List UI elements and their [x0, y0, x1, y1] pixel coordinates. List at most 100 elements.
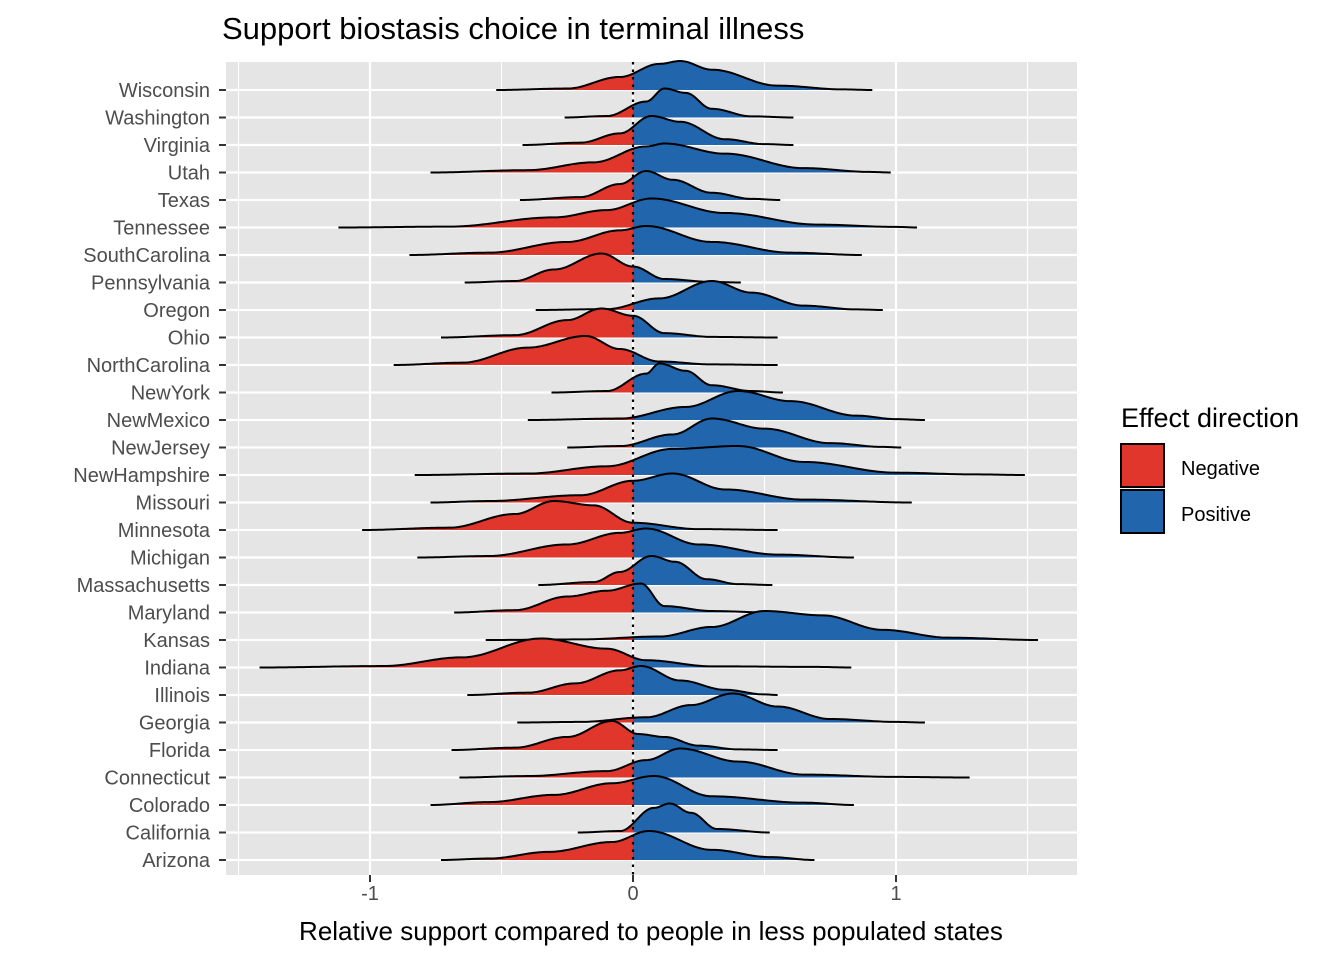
- ridge-SouthCarolina: [409, 225, 862, 256]
- ridge-outline: [564, 87, 794, 119]
- ridge-Connecticut: [459, 747, 970, 779]
- x-tick-label: -1: [361, 883, 379, 905]
- ridge-Virginia: [522, 114, 794, 146]
- ridge-fill-negative: [430, 480, 633, 503]
- y-axis-ticks: Arizona California Colorado Connecticut Flor…: [73, 80, 226, 872]
- legend-title: Effect direction: [1121, 403, 1299, 433]
- ridge-outline: [362, 500, 778, 531]
- ridge-outline: [459, 747, 970, 779]
- ridge-Utah: [430, 142, 891, 174]
- ridge-fill-negative: [551, 378, 633, 393]
- y-tick-label: Pennsylvania: [91, 273, 211, 295]
- x-axis-label: Relative support compared to people in l…: [299, 916, 1003, 946]
- ridge-fill-negative: [538, 566, 633, 585]
- y-tick-label: NewYork: [131, 383, 211, 405]
- ridge-fill-negative: [362, 501, 633, 530]
- ridge-fill-negative: [441, 308, 633, 338]
- ridge-fill-positive: [633, 143, 891, 173]
- ridge-Michigan: [417, 527, 854, 559]
- ridge-outline: [538, 554, 773, 586]
- ridge-fill-positive: [633, 363, 783, 393]
- y-tick-label: Utah: [168, 163, 210, 185]
- ridge-outline: [430, 142, 891, 174]
- ridge-Tennessee: [338, 197, 918, 229]
- ridge-Maryland: [454, 582, 770, 614]
- y-tick-label: NewMexico: [107, 410, 210, 432]
- y-tick-label: Illinois: [154, 685, 210, 707]
- y-tick-label: Washington: [105, 108, 210, 130]
- y-tick-label: Indiana: [144, 658, 210, 680]
- ridge-fill-negative: [441, 835, 633, 860]
- y-tick-label: Colorado: [129, 795, 210, 817]
- ridge-fill-negative: [451, 721, 633, 750]
- ridge-NewJersey: [567, 417, 902, 449]
- y-tick-label: Arizona: [142, 850, 211, 872]
- ridge-Missouri: [430, 472, 912, 504]
- ridge-fill-negative: [338, 202, 633, 228]
- ridge-NorthCarolina: [393, 334, 778, 366]
- y-tick-label: Tennessee: [113, 218, 210, 240]
- ridge-outline: [454, 582, 770, 614]
- ridge-outline: [496, 59, 873, 91]
- ridge-Texas: [519, 169, 781, 201]
- y-tick-label: Michigan: [130, 548, 210, 570]
- y-tick-label: Oregon: [143, 300, 210, 322]
- ridge-fill-positive: [633, 418, 902, 448]
- ridge-Indiana: [259, 637, 852, 669]
- ridge-outline: [393, 334, 778, 366]
- y-tick-label: Minnesota: [118, 520, 211, 542]
- ridge-Pennsylvania: [464, 252, 741, 284]
- legend-label-negative: Negative: [1181, 458, 1260, 480]
- y-tick-label: Missouri: [136, 493, 210, 515]
- ridge-fill-positive: [633, 473, 912, 503]
- y-tick-label: Maryland: [128, 603, 210, 625]
- ridge-fill-positive: [633, 61, 873, 90]
- ridge-fill-positive: [633, 803, 770, 833]
- ridge-fill-negative: [430, 779, 633, 805]
- ridge-Kansas: [485, 609, 1039, 641]
- chart-title: Support biostasis choice in terminal ill…: [222, 11, 804, 46]
- ridge-outline: [464, 252, 741, 284]
- ridge-fill-negative: [496, 73, 633, 90]
- ridge-Colorado: [430, 775, 854, 806]
- ridge-fill-negative: [409, 228, 633, 255]
- ridge-outline: [409, 225, 862, 256]
- ridge-fill-positive: [633, 776, 854, 805]
- ridge-fill-negative: [430, 148, 633, 173]
- y-tick-label: Virginia: [144, 135, 211, 157]
- ridge-fill-negative: [393, 336, 633, 365]
- ridge-outline: [430, 775, 854, 806]
- ridge-fill-positive: [633, 116, 794, 145]
- ridge-Wisconsin: [496, 59, 873, 91]
- ridge-outline: [567, 417, 902, 449]
- ridge-fill-positive: [633, 748, 970, 778]
- ridge-fill-positive: [633, 88, 794, 118]
- ridge-fill-negative: [417, 530, 633, 558]
- ridge-fill-negative: [519, 177, 633, 200]
- y-tick-label: Connecticut: [104, 768, 210, 790]
- ridge-outline: [441, 830, 815, 861]
- ridge-fill-positive: [633, 693, 925, 723]
- ridge-fill-negative: [414, 460, 633, 475]
- legend-swatch-positive: [1120, 489, 1165, 534]
- ridge-fill-negative: [535, 303, 633, 310]
- y-tick-label: NewHampshire: [73, 465, 210, 487]
- y-tick-label: NewJersey: [111, 438, 210, 460]
- ridge-fill-positive: [633, 732, 778, 750]
- ridge-California: [577, 802, 770, 834]
- ridge-NewHampshire: [414, 444, 1025, 476]
- y-tick-label: Kansas: [143, 630, 210, 652]
- ridge-outline: [417, 527, 854, 559]
- ridge-outline: [485, 609, 1039, 641]
- ridge-outline: [577, 802, 770, 834]
- x-tick-label: 0: [627, 883, 638, 905]
- ridge-NewMexico: [527, 389, 925, 421]
- ridge-fill-positive: [633, 171, 781, 200]
- ridge-outline: [430, 472, 912, 504]
- ridge-Illinois: [467, 664, 778, 696]
- ridge-fill-negative: [522, 126, 633, 145]
- y-tick-label: Texas: [158, 190, 210, 212]
- ridge-fill-positive: [633, 522, 778, 530]
- ridge-fill-negative: [467, 667, 633, 695]
